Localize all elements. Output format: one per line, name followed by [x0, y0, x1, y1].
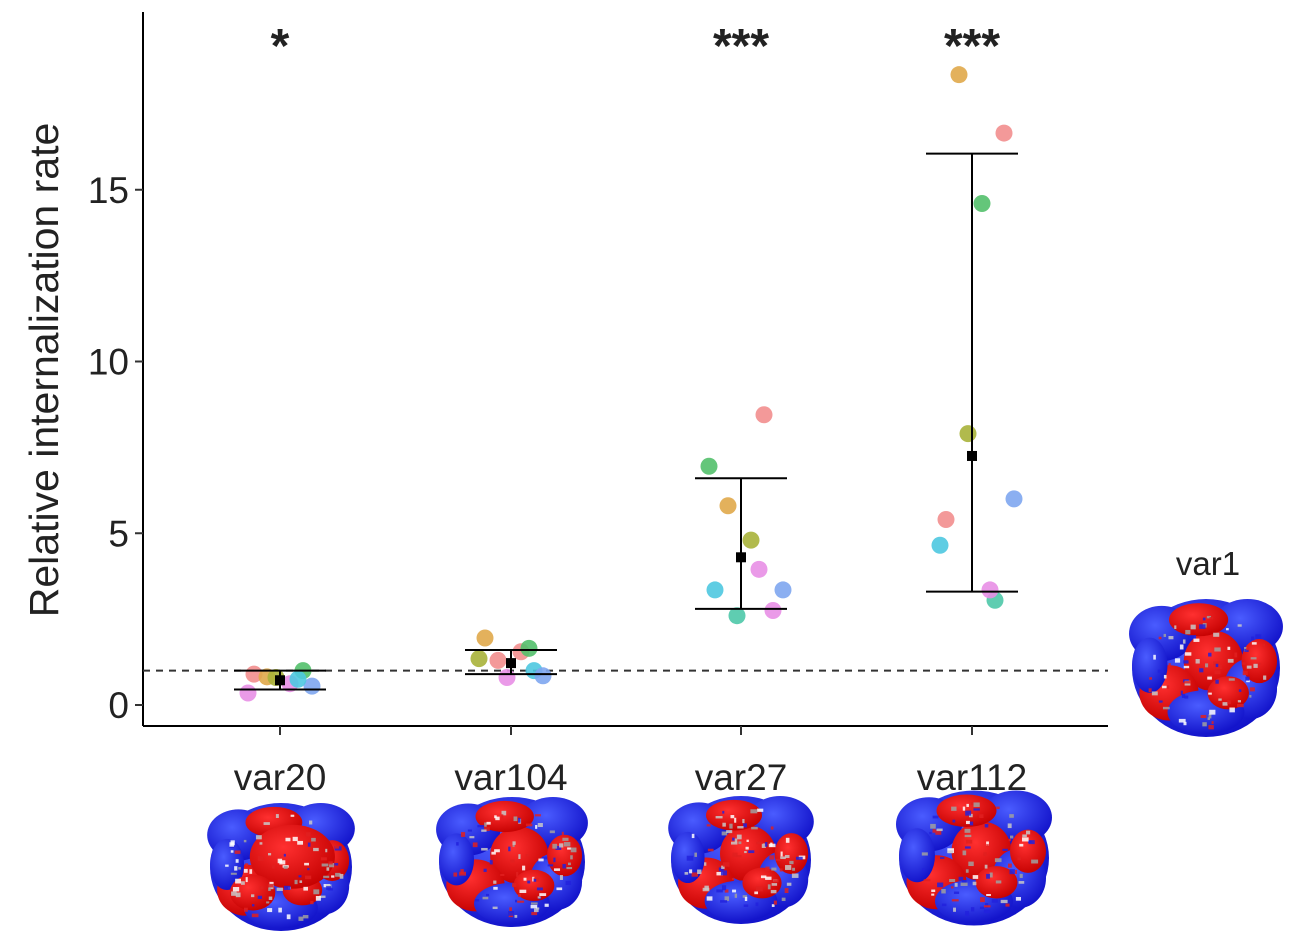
data-point [774, 581, 792, 599]
marks-layer [234, 66, 1023, 702]
significance-label: * [271, 20, 290, 73]
x-tick-label: var27 [695, 757, 788, 798]
data-point [959, 425, 977, 443]
data-point [489, 651, 507, 669]
data-point [755, 406, 773, 424]
axes-layer: 0 5 10 15 [88, 12, 1108, 735]
var112-structure-image [896, 790, 1052, 926]
y-tick-label: 5 [108, 513, 129, 554]
data-point [719, 497, 737, 515]
mean-marker [506, 658, 516, 669]
data-point [950, 66, 968, 84]
data-point [742, 531, 760, 549]
y-tick-label: 15 [88, 170, 129, 211]
var27-structure-image [668, 796, 814, 924]
x-tick-label: var20 [234, 757, 327, 798]
data-point [750, 560, 768, 578]
mean-marker [967, 450, 977, 461]
data-point [520, 639, 538, 657]
y-tick-label: 0 [108, 685, 129, 726]
data-point [700, 457, 718, 475]
data-point [239, 684, 257, 702]
significance-label: *** [944, 20, 1000, 73]
structures-layer [207, 599, 1283, 931]
mean-marker [275, 675, 285, 686]
reference-structure-label: var1 [1176, 545, 1240, 582]
data-point [1005, 490, 1023, 508]
labels-layer: var20*var104 var27***var112***var1 [234, 20, 1240, 798]
data-point [728, 607, 746, 625]
y-tick-label: 10 [88, 342, 129, 383]
var20-structure-image [207, 803, 355, 931]
mean-marker [736, 552, 746, 563]
data-point [937, 511, 955, 529]
data-point [764, 602, 782, 620]
data-point [476, 629, 494, 647]
data-point [289, 670, 307, 688]
var1-structure-image [1129, 599, 1283, 737]
data-point [534, 667, 552, 685]
data-point [498, 669, 516, 687]
data-point [706, 581, 724, 599]
data-point [931, 536, 949, 554]
x-tick-label: var104 [454, 757, 567, 798]
data-point [470, 650, 488, 668]
var104-structure-image [436, 797, 588, 927]
y-axis-title: Relative internalization rate [21, 123, 67, 618]
data-point [981, 581, 999, 599]
significance-label: *** [713, 20, 769, 73]
data-point [995, 124, 1013, 142]
data-point [973, 194, 991, 212]
